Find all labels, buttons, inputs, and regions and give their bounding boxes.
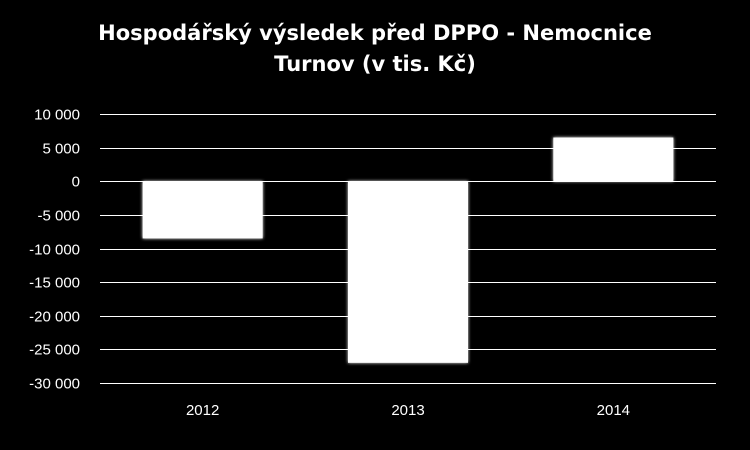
chart-title-line-1: Hospodářský výsledek před DPPO - Nemocni…	[98, 21, 652, 45]
bar-2013	[348, 181, 468, 363]
bar-2012	[142, 181, 263, 239]
y-tick-label: -25 000	[29, 342, 80, 359]
y-tick-label: -5 000	[37, 208, 80, 225]
bar-2014	[553, 137, 674, 182]
y-tick-label: 10 000	[34, 107, 80, 124]
x-tick-label: 2013	[391, 402, 424, 419]
y-axis-tick-labels: 10 000 5 000 0 -5 000 -10 000 -15 000 -20 000 -…	[29, 107, 80, 393]
chart-title-line-2: Turnov (v tis. Kč)	[274, 52, 476, 76]
y-tick-label: 0	[72, 174, 80, 191]
x-tick-label: 2014	[597, 402, 630, 419]
y-tick-label: -10 000	[29, 242, 80, 259]
bars	[142, 137, 674, 363]
y-tick-label: -15 000	[29, 275, 80, 292]
y-tick-label: -20 000	[29, 309, 80, 326]
chart-title: Hospodářský výsledek před DPPO - Nemocni…	[0, 18, 750, 80]
y-tick-label: -30 000	[29, 376, 80, 393]
x-tick-label: 2012	[186, 402, 219, 419]
x-axis-tick-labels: 2012 2013 2014	[186, 402, 630, 419]
y-tick-label: 5 000	[42, 141, 80, 158]
